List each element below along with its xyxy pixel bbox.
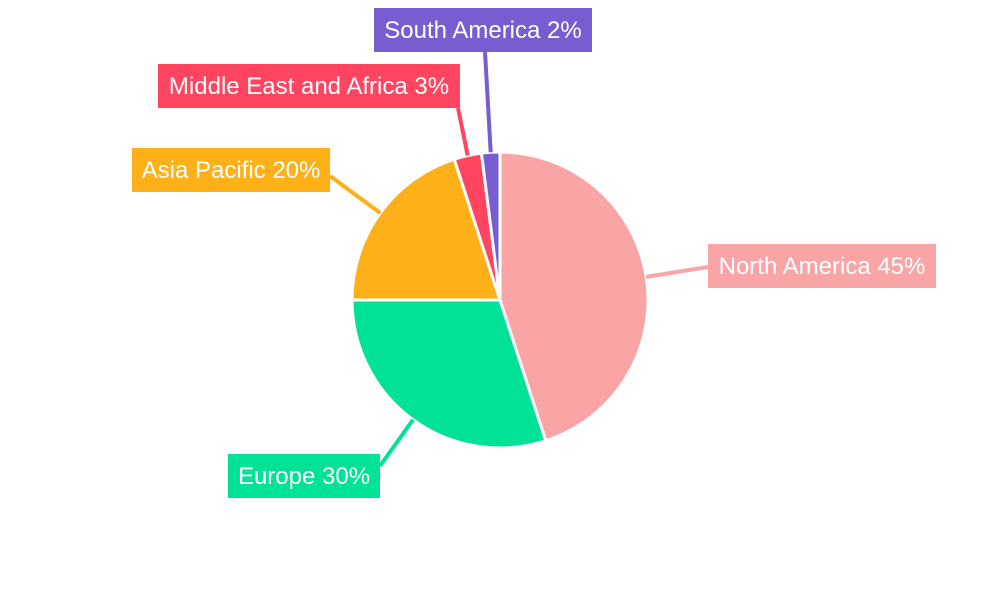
data-label: North America 45%	[708, 244, 936, 288]
pie-slice-asia-pacific[interactable]	[350, 157, 503, 302]
data-label-box	[708, 244, 936, 288]
data-label-box	[374, 8, 592, 52]
data-label-box	[228, 454, 380, 498]
data-label: Middle East and Africa 3%	[158, 64, 460, 108]
pie-slice-europe[interactable]	[350, 298, 548, 450]
data-label-text: Asia Pacific 20%	[142, 157, 321, 184]
data-label-text: Middle East and Africa 3%	[169, 73, 449, 100]
data-label-text: South America 2%	[384, 17, 581, 44]
leader-line	[328, 174, 382, 215]
data-label: Europe 30%	[228, 454, 380, 498]
data-label-box	[132, 148, 330, 192]
data-label-text: North America 45%	[719, 253, 926, 280]
data-label-text: Europe 30%	[238, 463, 370, 490]
leader-line	[645, 265, 709, 279]
pie-slice-north-america[interactable]	[498, 150, 650, 443]
pie-slice-south-america[interactable]	[479, 150, 502, 301]
data-label-box	[158, 64, 460, 108]
leader-line	[483, 51, 493, 153]
leader-line	[456, 107, 470, 156]
data-label: Asia Pacific 20%	[132, 148, 330, 192]
data-label: South America 2%	[374, 8, 592, 52]
leader-line	[378, 418, 415, 468]
